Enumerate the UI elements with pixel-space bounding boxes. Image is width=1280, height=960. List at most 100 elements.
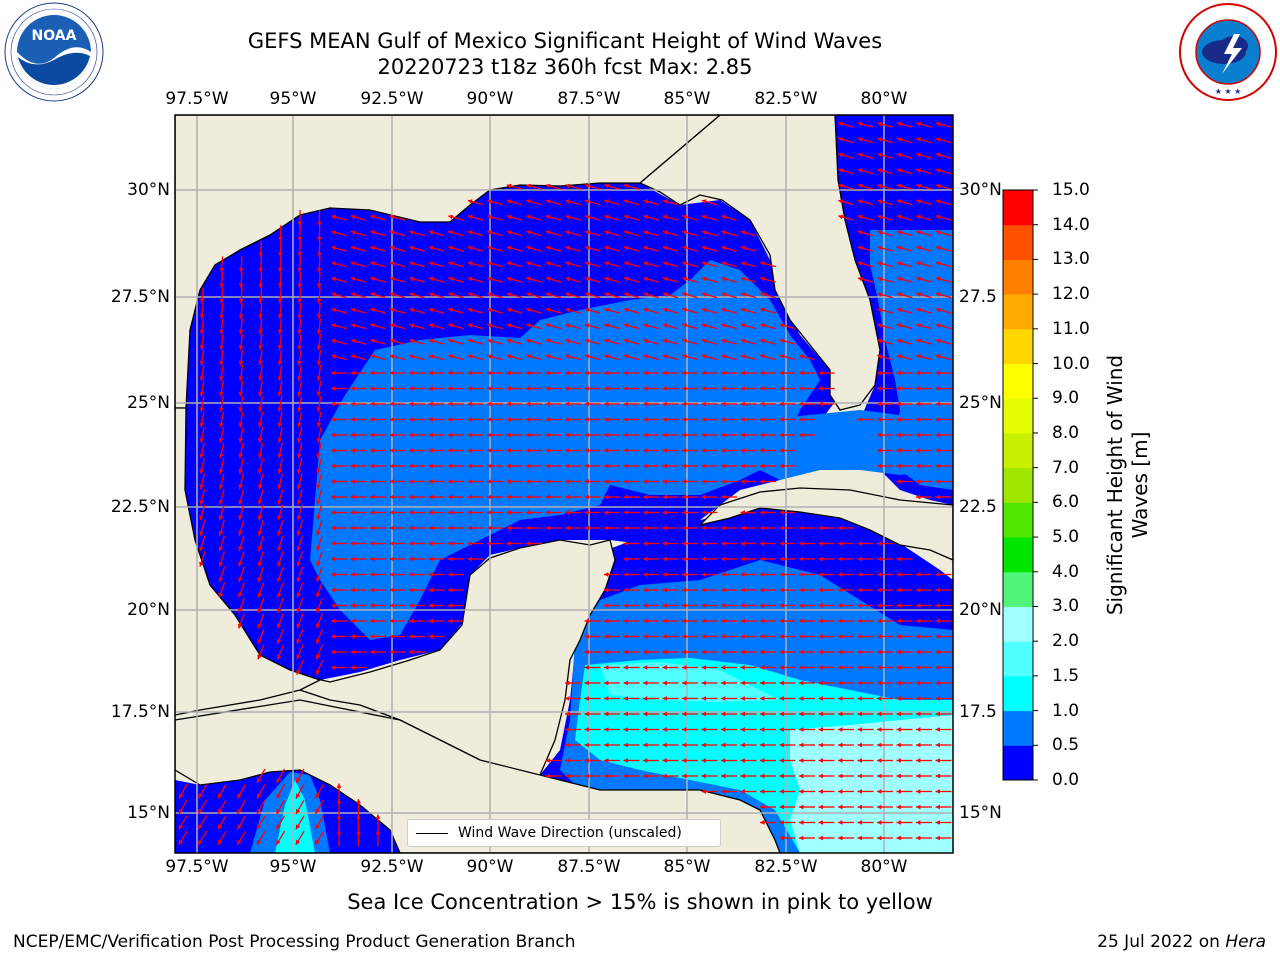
wave-direction-arrowhead <box>662 510 667 515</box>
wave-direction-arrowhead <box>877 307 883 313</box>
wave-direction-arrowhead <box>277 623 282 629</box>
wave-direction-arrowhead <box>721 479 726 484</box>
wave-direction-arrowhead <box>838 572 843 577</box>
wave-direction-arrowhead <box>467 307 473 313</box>
wave-direction-arrowhead <box>409 649 414 655</box>
wave-direction-arrowhead <box>701 199 707 204</box>
wave-direction-arrowhead <box>838 556 843 562</box>
wave-direction-arrowhead <box>258 268 264 273</box>
lon-tick-label: 85°W <box>663 857 711 877</box>
wave-direction-arrowhead <box>877 541 882 546</box>
wave-direction-arrowhead <box>662 245 668 251</box>
wave-direction-arrowhead <box>487 199 493 204</box>
wave-direction-arrowhead <box>276 808 281 814</box>
wave-direction-arrowhead <box>545 245 551 251</box>
wave-direction-arrowhead <box>389 618 394 624</box>
wave-direction-arrowhead <box>218 793 223 799</box>
colorbar-tick-label: 4.0 <box>1052 561 1080 582</box>
wave-direction-arrowhead <box>238 484 243 490</box>
wave-direction-arrowhead <box>238 530 243 536</box>
wave-direction-arrowhead <box>818 727 823 732</box>
wave-direction-arrowhead <box>257 608 262 613</box>
wave-direction-arrowhead <box>331 587 336 593</box>
wave-direction-arrowhead <box>545 525 550 531</box>
wave-direction-arrowhead <box>916 307 922 313</box>
wave-direction-arrowhead <box>916 354 922 359</box>
wave-direction-arrowhead <box>779 448 784 453</box>
wave-direction-arrowhead <box>277 592 282 598</box>
wave-direction-arrowhead <box>448 323 454 328</box>
wave-direction-arrowhead <box>623 587 628 593</box>
wave-direction-arrowhead <box>604 680 609 686</box>
wave-direction-arrowhead <box>584 494 589 500</box>
wave-direction-arrowhead <box>297 298 303 304</box>
wave-direction-arrowhead <box>258 345 263 350</box>
wave-direction-arrowhead <box>857 773 862 779</box>
colorbar-band <box>1003 537 1033 573</box>
wave-direction-arrowhead <box>199 561 204 567</box>
colorbar-tick-label: 6.0 <box>1052 492 1080 513</box>
wave-direction-arrowhead <box>219 376 224 381</box>
wave-direction-arrowhead <box>896 323 902 328</box>
wave-direction-arrowhead <box>740 354 746 359</box>
wave-direction-arrowhead <box>315 669 321 675</box>
wave-direction-arrowhead <box>389 307 395 313</box>
wave-direction-arrowhead <box>935 214 941 220</box>
wave-direction-arrowhead <box>760 665 765 670</box>
lat-tick-label: 15°N <box>959 803 1002 823</box>
florida-straits-mid <box>760 410 953 480</box>
wave-direction-arrowhead <box>199 298 205 304</box>
footer-date-text: 25 Jul 2022 on <box>1097 932 1226 952</box>
wave-direction-arrowhead <box>896 214 902 220</box>
wave-direction-arrowhead <box>643 572 648 577</box>
wave-direction-arrowhead <box>682 463 687 469</box>
wave-direction-arrowhead <box>643 479 648 484</box>
wave-direction-arrowhead <box>389 354 395 359</box>
wave-direction-arrowhead <box>389 603 394 608</box>
wave-direction-arrowhead <box>545 386 550 391</box>
wave-direction-arrowhead <box>276 639 282 644</box>
wave-direction-arrowhead <box>545 338 551 344</box>
colorbar-band <box>1003 606 1033 642</box>
wave-direction-arrowhead <box>799 587 804 593</box>
wave-direction-arrowhead <box>701 773 706 779</box>
wave-direction-arrowhead <box>277 329 283 335</box>
wave-direction-arrowhead <box>604 276 610 282</box>
wave-direction-arrowhead <box>643 370 648 376</box>
wave-direction-arrowhead <box>277 360 283 366</box>
wave-direction-arrowhead <box>682 245 688 251</box>
wave-direction-arrowhead <box>315 808 320 814</box>
wave-direction-arrowhead <box>526 370 531 376</box>
wave-direction-arrowhead <box>545 401 550 407</box>
lon-tick-label: 92.5°W <box>360 89 424 109</box>
wave-direction-arrowhead <box>779 338 785 344</box>
wave-direction-arrowhead <box>682 276 688 282</box>
wave-direction-arrowhead <box>487 214 493 220</box>
wave-direction-arrowhead <box>350 603 355 608</box>
wave-direction-arrowhead <box>331 417 336 422</box>
wave-direction-arrowhead <box>701 587 706 593</box>
wave-direction-arrowhead <box>296 793 301 799</box>
wave-direction-arrowhead <box>428 401 433 407</box>
wave-direction-arrowhead <box>565 417 570 422</box>
wave-direction-arrowhead <box>356 814 361 819</box>
wave-direction-arrowhead <box>389 448 394 453</box>
wave-direction-arrowhead <box>935 603 940 608</box>
wave-direction-arrowhead <box>218 438 224 443</box>
wave-direction-arrowhead <box>799 789 804 794</box>
wave-direction-arrowhead <box>296 561 302 567</box>
wave-direction-arrowhead <box>297 268 303 273</box>
wave-direction-arrowhead <box>799 804 804 810</box>
wave-direction-arrowhead <box>643 773 648 779</box>
wave-direction-arrowhead <box>350 417 355 422</box>
wave-direction-arrowhead <box>916 199 922 204</box>
wave-direction-arrowhead <box>297 391 302 397</box>
legend-label: Wind Wave Direction (unscaled) <box>458 825 682 841</box>
wave-direction-arrowhead <box>178 824 184 830</box>
wave-direction-arrowhead <box>779 525 784 531</box>
wave-direction-arrowhead <box>857 742 862 748</box>
wave-direction-arrowhead <box>818 835 823 841</box>
wave-direction-arrowhead <box>760 276 766 282</box>
wave-direction-arrowhead <box>331 649 336 655</box>
wave-direction-arrowhead <box>296 654 301 660</box>
